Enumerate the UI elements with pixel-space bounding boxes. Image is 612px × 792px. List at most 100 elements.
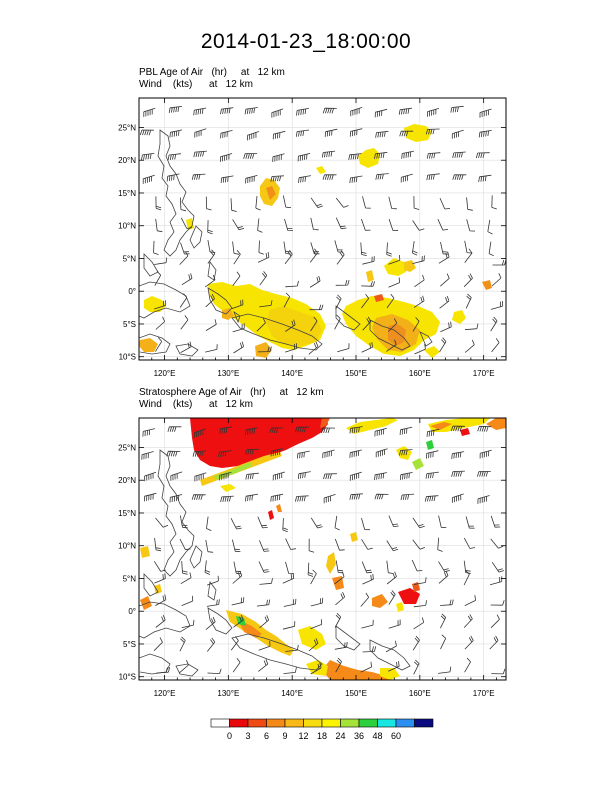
wind-barb — [360, 592, 370, 607]
wind-barb — [297, 471, 311, 479]
wind-barb — [477, 425, 492, 432]
wind-barb — [374, 108, 388, 118]
wind-barb — [142, 174, 155, 184]
wind-barb — [463, 537, 476, 549]
wind-barb — [388, 661, 400, 672]
wind-barb — [362, 256, 375, 265]
panel2-map: 25°N 20°N 15°N 10°N 5°N 0° 5°S 10°S 120°E 130°E 14… — [118, 417, 507, 698]
wind-barb — [180, 341, 192, 353]
wind-barb — [169, 129, 183, 138]
panel2-field-label: Stratosphere Age of Air (hr) at 12 km — [139, 387, 324, 398]
wind-barb — [179, 660, 189, 674]
wind-barb — [283, 292, 291, 308]
wind-barb — [191, 494, 206, 500]
wind-barb — [232, 219, 245, 231]
wind-barb — [412, 317, 420, 332]
lat-label: 10°S — [119, 353, 136, 362]
wind-barb — [388, 218, 399, 231]
lat-label: 25°N — [118, 443, 136, 452]
wind-barb — [297, 153, 311, 162]
lon-label: 150°E — [345, 369, 367, 378]
wind-barb — [334, 240, 344, 253]
wind-barb — [334, 571, 345, 585]
wind-barb — [181, 619, 195, 628]
wind-barb — [220, 175, 234, 184]
wind-barb — [270, 448, 284, 457]
wind-barb — [310, 316, 318, 332]
wind-barb — [492, 259, 506, 266]
wind-barb — [334, 641, 348, 650]
wind-barb — [282, 518, 288, 533]
wind-barb — [258, 659, 269, 672]
panel1-frame — [138, 97, 507, 361]
wind-barb — [144, 471, 157, 482]
wind-barb — [399, 449, 413, 456]
colorbar-swatch — [210, 718, 230, 728]
wind-barb — [388, 318, 398, 332]
wind-barb — [245, 472, 259, 480]
lon-label: 130°E — [217, 369, 239, 378]
wind-barb — [399, 472, 413, 480]
wind-barb — [479, 449, 492, 459]
wind-barb — [255, 196, 261, 211]
wind-barb — [245, 427, 258, 436]
wind-barb — [218, 450, 232, 458]
wind-barb — [309, 304, 324, 311]
wind-barb — [440, 273, 450, 287]
wind-barb — [335, 560, 344, 574]
wind-barb — [361, 619, 374, 629]
lon-label: 170°E — [473, 369, 495, 378]
wind-barb — [335, 197, 349, 208]
colorbar-label: 9 — [282, 731, 287, 741]
wind-barb — [247, 131, 260, 141]
wind-barb — [181, 561, 188, 575]
wind-barb — [207, 240, 216, 253]
wind-barb — [452, 174, 467, 180]
wind-barb — [439, 197, 451, 210]
wind-barb — [414, 274, 425, 288]
wind-barb — [205, 196, 212, 211]
wind-barb — [374, 493, 389, 500]
panel1-age-shading — [139, 124, 492, 358]
wind-barb — [284, 343, 297, 353]
wind-barb — [361, 218, 371, 231]
wind-barb — [206, 637, 216, 652]
colorbar-swatch — [229, 718, 249, 728]
lon-label: 140°E — [281, 689, 303, 698]
panel2-gridlines — [139, 418, 506, 680]
wind-barb — [349, 449, 362, 458]
wind-barb — [205, 616, 216, 630]
wind-barb — [259, 271, 268, 286]
wind-barb — [451, 493, 464, 503]
wind-barb — [413, 196, 420, 210]
wind-barb — [310, 569, 317, 585]
wind-barb — [180, 315, 189, 330]
wind-barb — [155, 316, 166, 330]
wind-barb — [310, 517, 323, 529]
wind-barb — [463, 570, 470, 586]
lat-label: 10°N — [118, 222, 136, 231]
colorbar-label: 6 — [264, 731, 269, 741]
wind-barb — [375, 448, 388, 458]
lon-label: 120°E — [154, 369, 176, 378]
wind-barb — [141, 451, 154, 460]
panel1-axis-labels: 25°N 20°N 15°N 10°N 5°N 0° 5°S 10°S 120°E 130°E 14… — [118, 123, 494, 378]
wind-barb — [231, 299, 244, 310]
wind-barb — [204, 560, 211, 575]
colorbar-label: 60 — [391, 731, 401, 741]
wind-barb — [437, 219, 449, 231]
wind-barb — [256, 318, 266, 332]
wind-barb — [451, 470, 465, 477]
wind-barb — [374, 472, 387, 481]
wind-barb — [258, 640, 271, 651]
wind-barb — [285, 644, 299, 652]
wind-barb — [412, 255, 425, 264]
wind-barb — [334, 613, 342, 628]
wind-barb — [256, 599, 271, 607]
wind-barb — [335, 279, 350, 286]
wind-barb — [180, 572, 192, 585]
wind-barb — [452, 151, 466, 159]
wind-barb — [349, 175, 363, 184]
wind-barb — [143, 107, 156, 117]
wind-barb — [362, 646, 377, 653]
